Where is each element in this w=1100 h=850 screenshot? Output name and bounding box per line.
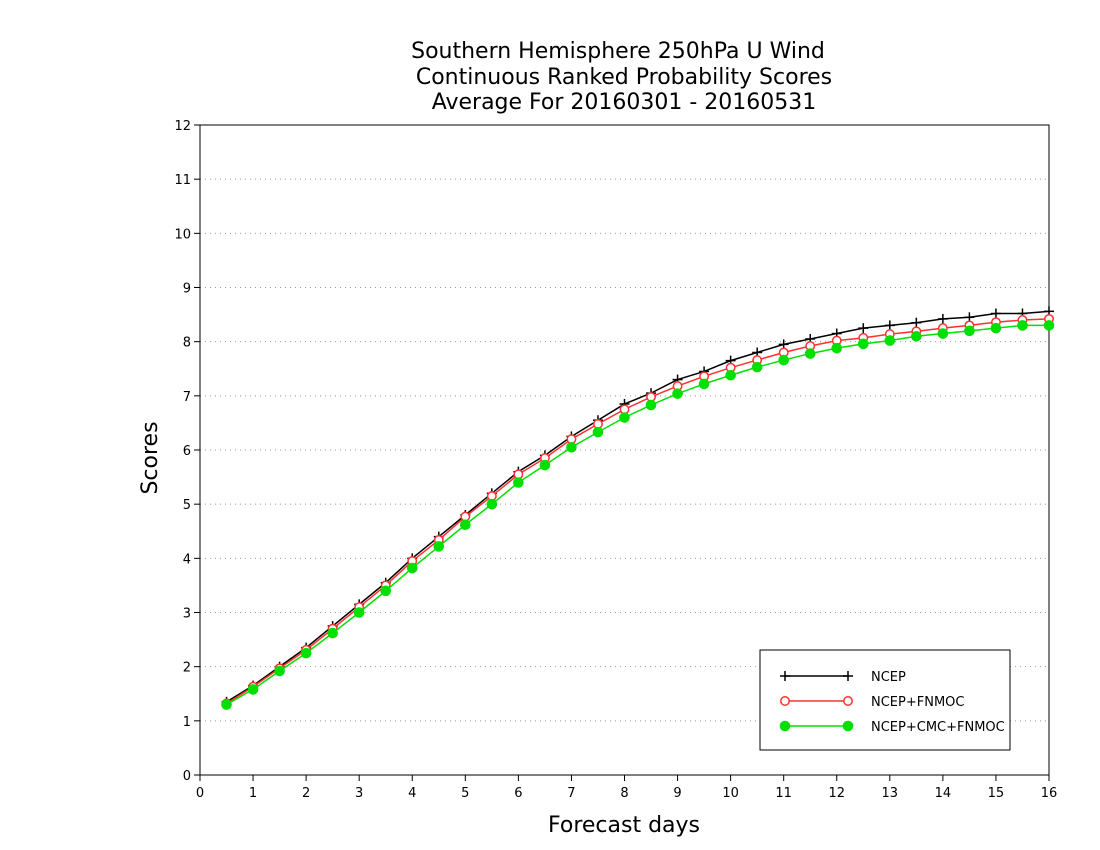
data-point <box>964 325 975 337</box>
y-tick-label: 5 <box>183 498 191 513</box>
y-tick-label: 1 <box>183 715 191 730</box>
legend-marker <box>843 671 853 681</box>
x-tick-label: 6 <box>514 786 522 801</box>
data-point <box>804 348 816 359</box>
data-point <box>645 399 657 411</box>
title-line-1: Southern Hemisphere 250hPa U Wind <box>411 39 825 64</box>
legend-marker <box>842 720 854 732</box>
grid-lines <box>200 124 1049 722</box>
data-point <box>327 627 338 639</box>
data-point <box>884 320 895 331</box>
data-point <box>274 665 285 677</box>
x-tick-label: 4 <box>408 786 416 801</box>
data-point <box>698 378 710 390</box>
series-line <box>226 318 1050 705</box>
data-point <box>911 330 922 342</box>
x-tick-label: 8 <box>620 786 628 801</box>
legend-label: NCEP+CMC+FNMOC <box>871 720 1005 735</box>
data-point <box>1017 320 1028 331</box>
x-tick-label: 11 <box>775 786 792 801</box>
data-point <box>725 369 736 381</box>
data-point <box>1043 320 1055 331</box>
legend-entry: NCEP+CMC+FNMOC <box>779 720 1005 735</box>
data-point <box>858 323 869 334</box>
y-tick-label: 9 <box>183 282 191 297</box>
data-point <box>380 585 392 597</box>
data-point <box>937 328 949 339</box>
data-point <box>406 562 418 574</box>
x-tick-label: 5 <box>461 786 469 801</box>
data-point <box>990 308 1001 319</box>
y-tick-label: 10 <box>174 227 191 242</box>
data-point <box>247 684 259 695</box>
x-tick-label: 2 <box>302 786 310 801</box>
data-point <box>592 426 604 438</box>
x-axis: 0 1 2 3 4 5 6 7 8 9 10 11 12 13 14 15 16 <box>196 775 1057 801</box>
legend: NCEP NCEP+FNMOC NCEP+CMC+FNMOC <box>759 649 1011 751</box>
legend-entries: NCEP NCEP+FNMOC NCEP+CMC+FNMOC <box>779 670 1005 735</box>
series-ncep-cmc-fnmoc <box>221 320 1055 710</box>
data-point <box>937 313 948 324</box>
data-point <box>486 498 498 510</box>
series-ncep <box>221 306 1054 707</box>
x-axis-title: Forecast days <box>548 813 700 838</box>
x-tick-label: 15 <box>988 786 1005 801</box>
series-line <box>226 324 1049 706</box>
data-point <box>857 338 869 350</box>
data-point <box>300 647 312 659</box>
data-point <box>672 388 683 399</box>
y-tick-label: 7 <box>183 390 191 405</box>
data-point <box>911 317 922 328</box>
data-point <box>353 607 365 618</box>
x-tick-label: 9 <box>673 786 681 801</box>
data-point <box>566 441 577 453</box>
data-point <box>513 477 524 488</box>
series-layer <box>221 306 1055 710</box>
data-point <box>831 342 843 354</box>
x-tick-label: 13 <box>882 786 899 801</box>
data-point <box>778 354 789 366</box>
y-tick-label: 2 <box>183 661 191 676</box>
data-point <box>539 459 551 471</box>
chart-title: Southern Hemisphere 250hPa U Wind Contin… <box>411 39 832 115</box>
y-tick-label: 4 <box>183 552 191 567</box>
x-tick-label: 7 <box>567 786 575 801</box>
y-tick-label: 3 <box>183 607 191 622</box>
data-point <box>884 335 896 346</box>
y-tick-label: 0 <box>183 769 191 784</box>
x-tick-label: 14 <box>935 786 952 801</box>
y-axis-title: Scores <box>138 421 163 494</box>
data-point <box>221 699 232 710</box>
y-tick-label: 12 <box>174 119 191 134</box>
data-point <box>460 519 471 531</box>
data-point <box>433 541 445 552</box>
title-line-2: Continuous Ranked Probability Scores <box>416 65 832 90</box>
legend-marker <box>780 671 790 681</box>
series-ncep-fnmoc <box>221 313 1054 709</box>
legend-marker <box>779 720 791 732</box>
data-point <box>990 322 1002 334</box>
legend-entry: NCEP <box>780 670 906 685</box>
legend-marker <box>780 696 790 706</box>
data-point <box>619 412 630 423</box>
x-tick-label: 10 <box>722 786 739 801</box>
x-tick-label: 1 <box>249 786 257 801</box>
y-tick-label: 11 <box>174 173 191 188</box>
x-tick-label: 3 <box>355 786 363 801</box>
legend-entry: NCEP+FNMOC <box>780 695 964 710</box>
y-tick-label: 6 <box>183 444 191 459</box>
y-tick-label: 8 <box>183 336 191 351</box>
legend-marker <box>843 696 853 706</box>
x-tick-label: 12 <box>828 786 845 801</box>
legend-label: NCEP+FNMOC <box>871 695 964 710</box>
series-line <box>226 310 1050 703</box>
x-tick-label: 16 <box>1041 786 1058 801</box>
legend-box <box>759 649 1011 751</box>
legend-label: NCEP <box>871 670 906 685</box>
x-tick-label: 0 <box>196 786 204 801</box>
title-line-3: Average For 20160301 - 20160531 <box>432 90 817 115</box>
data-point <box>751 361 763 373</box>
